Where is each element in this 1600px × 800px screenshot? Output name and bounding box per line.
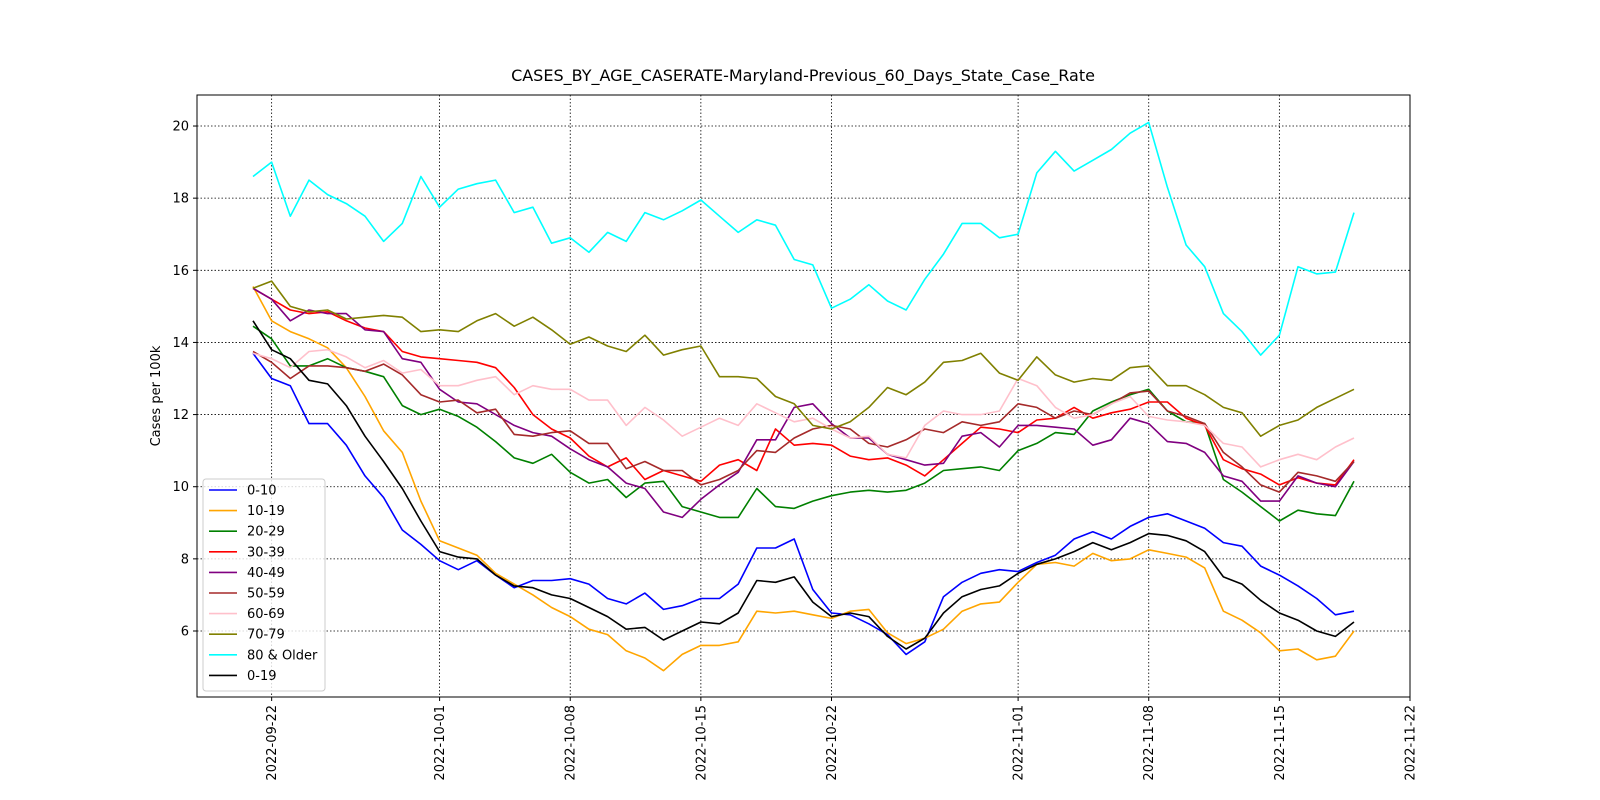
y-axis-label: Cases per 100k xyxy=(149,345,164,446)
x-tick-label: 2022-11-01 xyxy=(1012,705,1027,781)
series-line xyxy=(252,121,1355,356)
series-line xyxy=(252,286,1355,672)
x-tick-label: 2022-10-15 xyxy=(694,705,709,781)
legend-label: 70-79 xyxy=(247,628,285,643)
y-tick-label: 6 xyxy=(181,624,189,639)
legend-label: 0-10 xyxy=(247,484,277,499)
series-line xyxy=(252,325,1355,522)
chart-title: CASES_BY_AGE_CASERATE-Maryland-Previous_… xyxy=(511,66,1095,86)
legend-label: 10-19 xyxy=(247,504,285,519)
x-tick-label: 2022-11-08 xyxy=(1142,705,1157,781)
y-tick-label: 16 xyxy=(172,264,189,279)
x-tick-label: 2022-10-22 xyxy=(825,705,840,781)
series-line xyxy=(252,348,1355,468)
y-tick-label: 12 xyxy=(172,408,189,423)
series-line xyxy=(252,287,1355,486)
legend-label: 30-39 xyxy=(247,545,285,560)
series-line xyxy=(252,287,1355,519)
x-tick-label: 2022-10-08 xyxy=(564,705,579,781)
y-tick-label: 20 xyxy=(172,120,189,135)
series-line xyxy=(252,352,1355,656)
legend-label: 80 & Older xyxy=(247,648,318,663)
x-tick-label: 2022-09-22 xyxy=(265,705,280,781)
series-line xyxy=(252,280,1355,437)
series-line xyxy=(252,320,1355,650)
y-tick-label: 18 xyxy=(172,192,189,207)
series-line xyxy=(252,350,1355,493)
legend-label: 20-29 xyxy=(247,525,285,540)
y-tick-label: 8 xyxy=(181,552,189,567)
legend-label: 60-69 xyxy=(247,607,285,622)
legend-label: 40-49 xyxy=(247,566,285,581)
legend-label: 0-19 xyxy=(247,669,277,684)
legend-label: 50-59 xyxy=(247,587,285,602)
plot-frame xyxy=(196,94,1411,698)
legend: 0-10 10-19 20-29 30-39 40-49 50-59 60-69 70-79 8… xyxy=(202,478,326,692)
y-tick-label: 14 xyxy=(172,336,189,351)
x-tick-label: 2022-11-22 xyxy=(1404,705,1419,781)
x-tick-label: 2022-10-01 xyxy=(433,705,448,781)
x-tick-label: 2022-11-15 xyxy=(1273,705,1288,781)
y-tick-label: 10 xyxy=(172,480,189,495)
